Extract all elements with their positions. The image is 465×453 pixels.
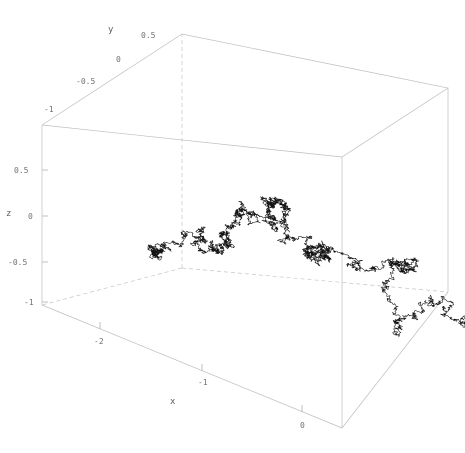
walk-segment <box>251 209 279 233</box>
z-tick-label: -1 <box>24 298 34 307</box>
z-axis-label: z <box>6 209 11 219</box>
x-axis-label: x <box>170 397 176 407</box>
x-tick-label: 0 <box>300 421 305 430</box>
y-axis-label: y <box>108 25 114 35</box>
walk-segment <box>190 239 224 255</box>
box-edge-hidden <box>41 267 183 306</box>
y-tick-label: -1 <box>44 105 54 114</box>
box-edge-hidden <box>181 267 449 293</box>
bounding-box <box>41 33 449 429</box>
z-tick-label: -0.5 <box>8 258 27 267</box>
walk-segment <box>392 295 435 336</box>
box-edge <box>341 291 449 429</box>
walk-segment <box>208 234 235 255</box>
walk-segment <box>302 245 322 267</box>
walk-segment <box>431 295 465 328</box>
walk-segment <box>277 210 310 245</box>
walk-trace <box>147 196 465 337</box>
walk-segment <box>233 201 261 226</box>
walk-segment <box>318 248 376 273</box>
y-tick-label: 0.5 <box>141 31 156 40</box>
walk-segment <box>380 261 402 337</box>
x-tick-label: -1 <box>198 378 208 387</box>
walk-segment <box>218 207 246 239</box>
walk-segment <box>372 257 419 272</box>
walk-segment <box>303 235 334 254</box>
y-tick-label: 0 <box>116 55 121 64</box>
axis-ticks: 0.5 0 -0.5 -1 y 0.5 0 -0.5 -1 z -2 -1 0 … <box>6 25 305 430</box>
walk-segment <box>180 226 208 245</box>
y-tick-label: -0.5 <box>76 77 95 86</box>
walk-segment <box>147 240 183 261</box>
x-tick-label: -2 <box>94 337 104 346</box>
walk-segment <box>270 196 291 218</box>
z-tick-label: 0 <box>28 212 33 221</box>
walk-segment <box>395 257 417 275</box>
z-tick-label: 0.5 <box>14 166 29 175</box>
box-edge <box>41 33 449 158</box>
box-edge <box>41 304 343 429</box>
